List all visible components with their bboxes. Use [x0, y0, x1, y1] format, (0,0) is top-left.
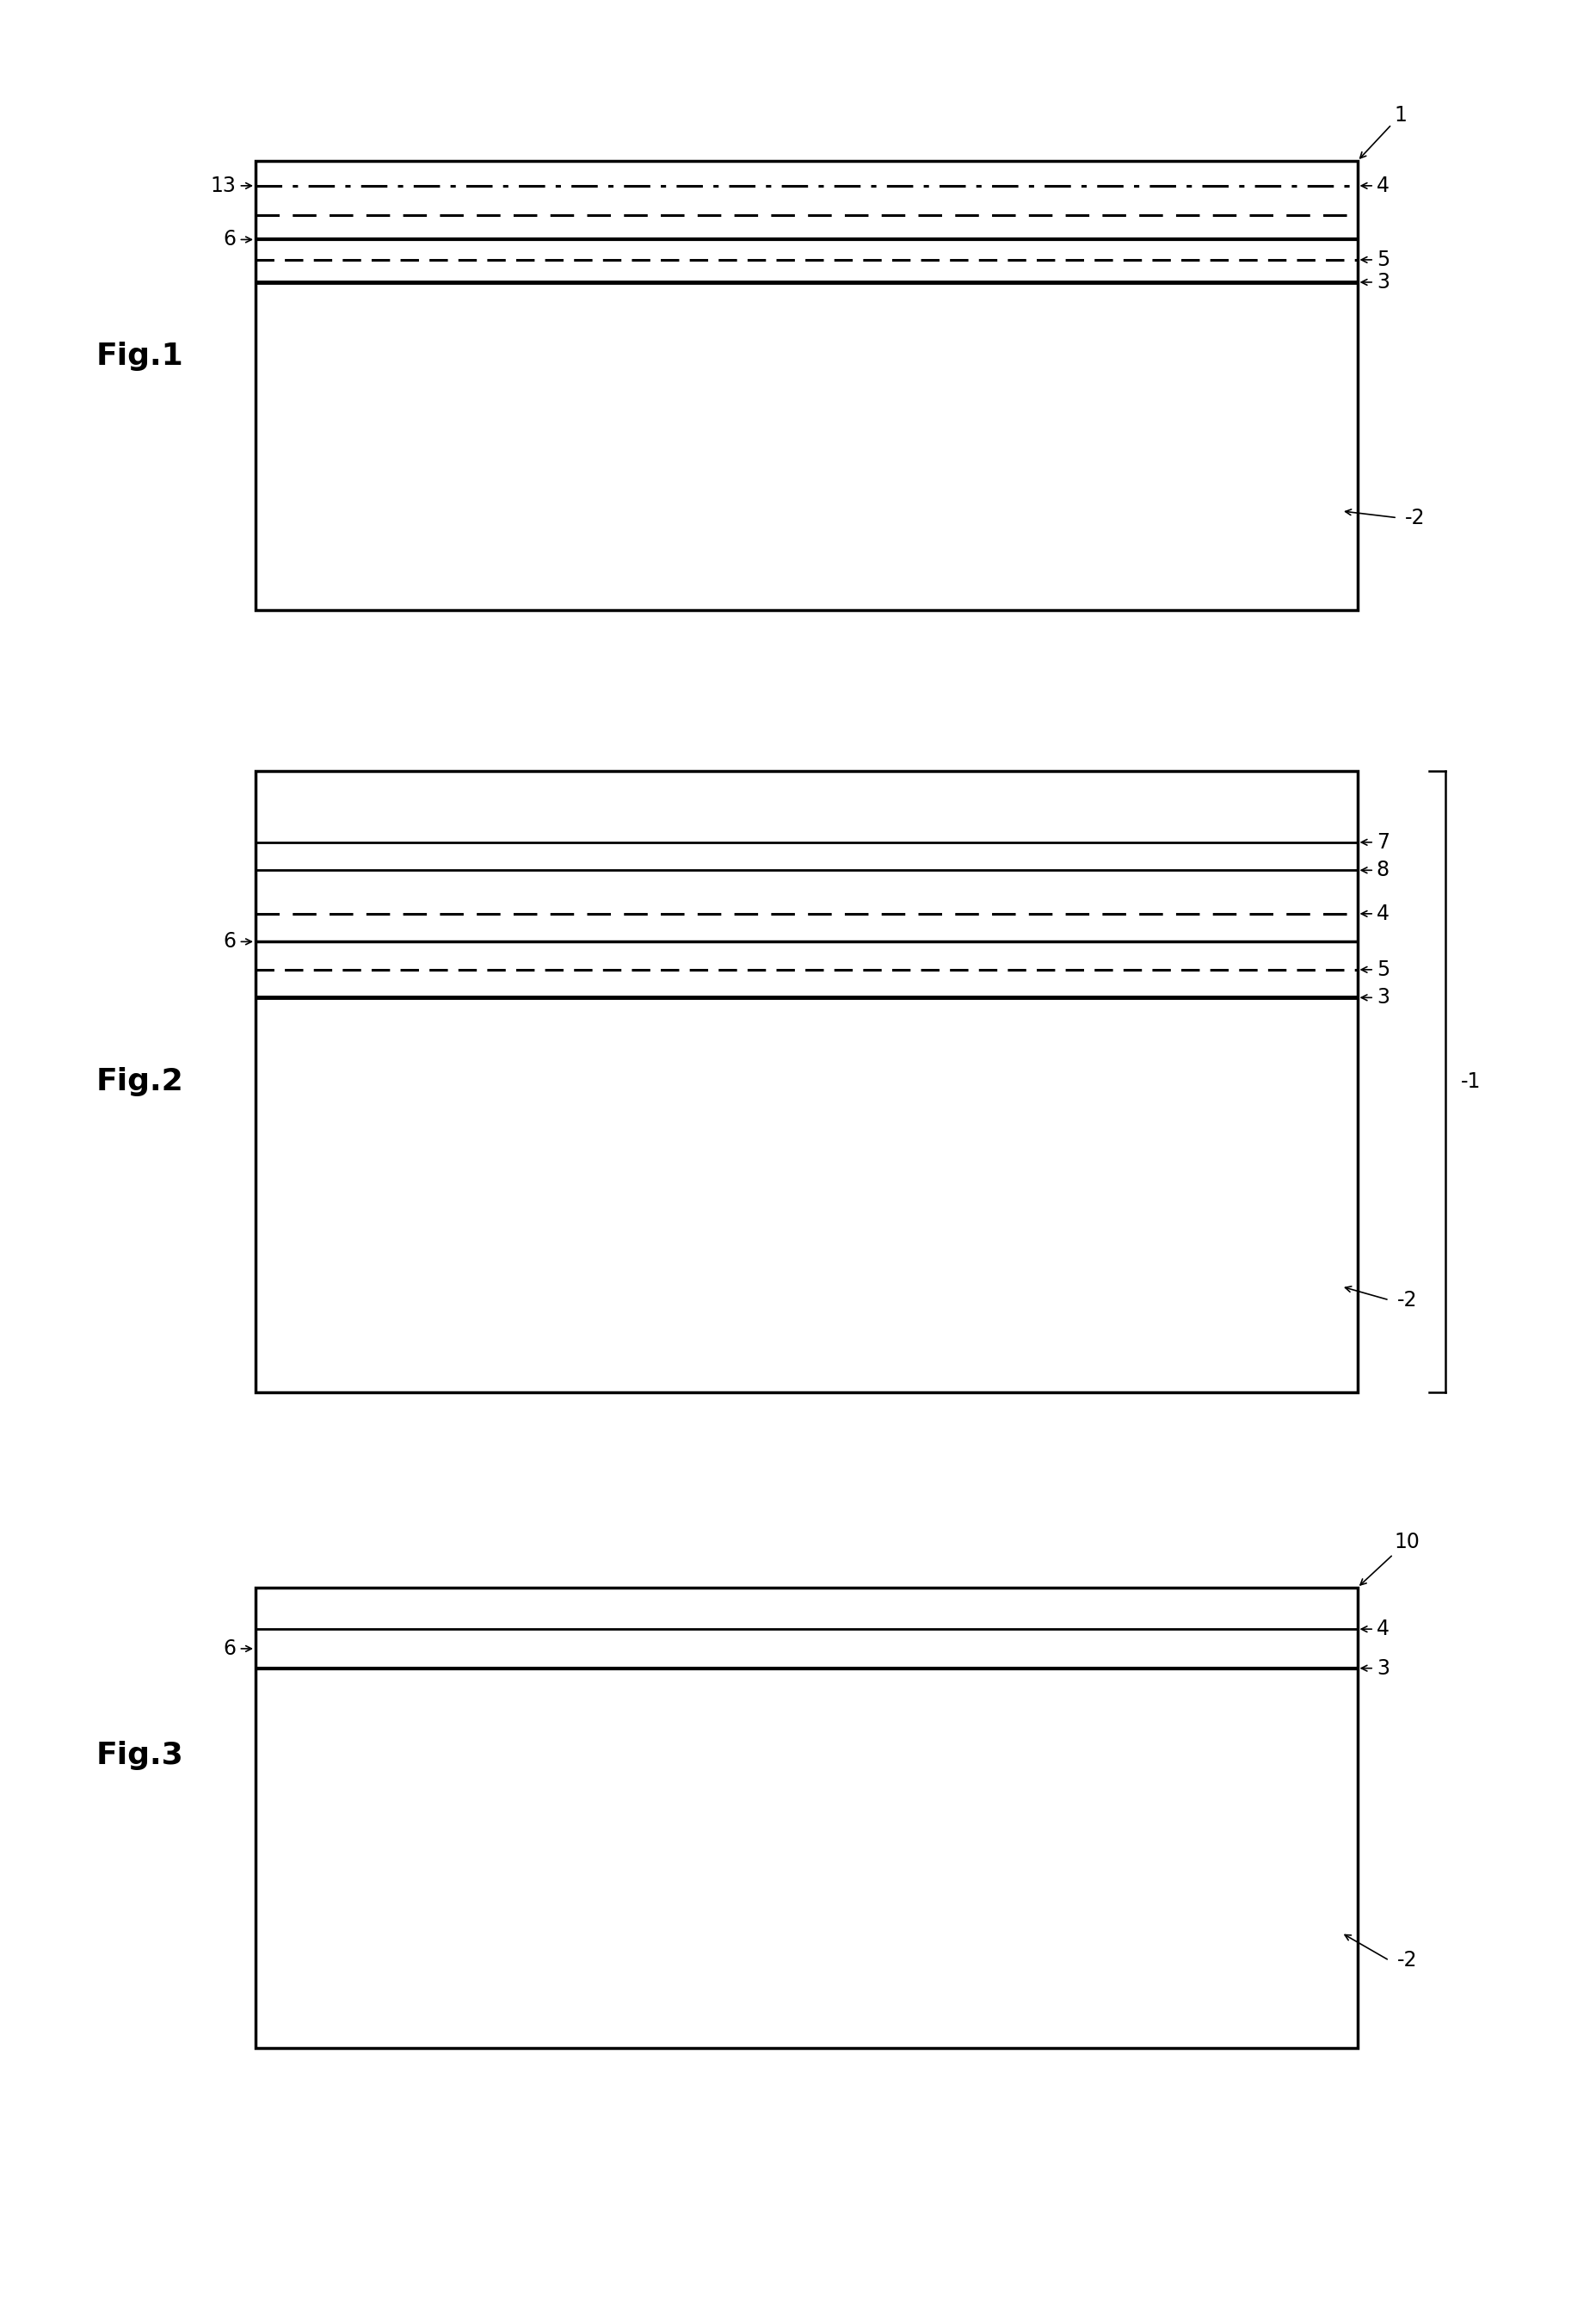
Text: -2: -2: [1396, 1951, 1417, 1970]
Text: Fig.2: Fig.2: [96, 1068, 184, 1095]
Text: -2: -2: [1404, 509, 1425, 527]
Text: -2: -2: [1396, 1291, 1417, 1309]
Text: 8: 8: [1361, 861, 1389, 881]
Text: 4: 4: [1361, 175, 1389, 196]
Text: 4: 4: [1361, 1620, 1389, 1638]
Text: 13: 13: [211, 175, 251, 196]
Text: -1: -1: [1460, 1072, 1481, 1091]
Text: Fig.3: Fig.3: [96, 1742, 184, 1769]
Text: 3: 3: [1361, 1659, 1389, 1677]
Text: 3: 3: [1361, 272, 1389, 292]
Text: 4: 4: [1361, 904, 1389, 925]
Text: Fig.1: Fig.1: [96, 343, 184, 370]
Text: 6: 6: [223, 230, 251, 251]
Text: 6: 6: [223, 1638, 251, 1659]
Bar: [255, 1588, 1357, 2048]
Text: 7: 7: [1361, 833, 1389, 854]
Bar: [255, 771, 1357, 1392]
Text: 3: 3: [1361, 987, 1389, 1008]
Text: 5: 5: [1361, 249, 1389, 269]
Bar: [255, 161, 1357, 610]
Text: 10: 10: [1360, 1532, 1419, 1585]
Text: 5: 5: [1361, 960, 1389, 980]
Text: 6: 6: [223, 932, 251, 953]
Text: 1: 1: [1360, 106, 1406, 159]
